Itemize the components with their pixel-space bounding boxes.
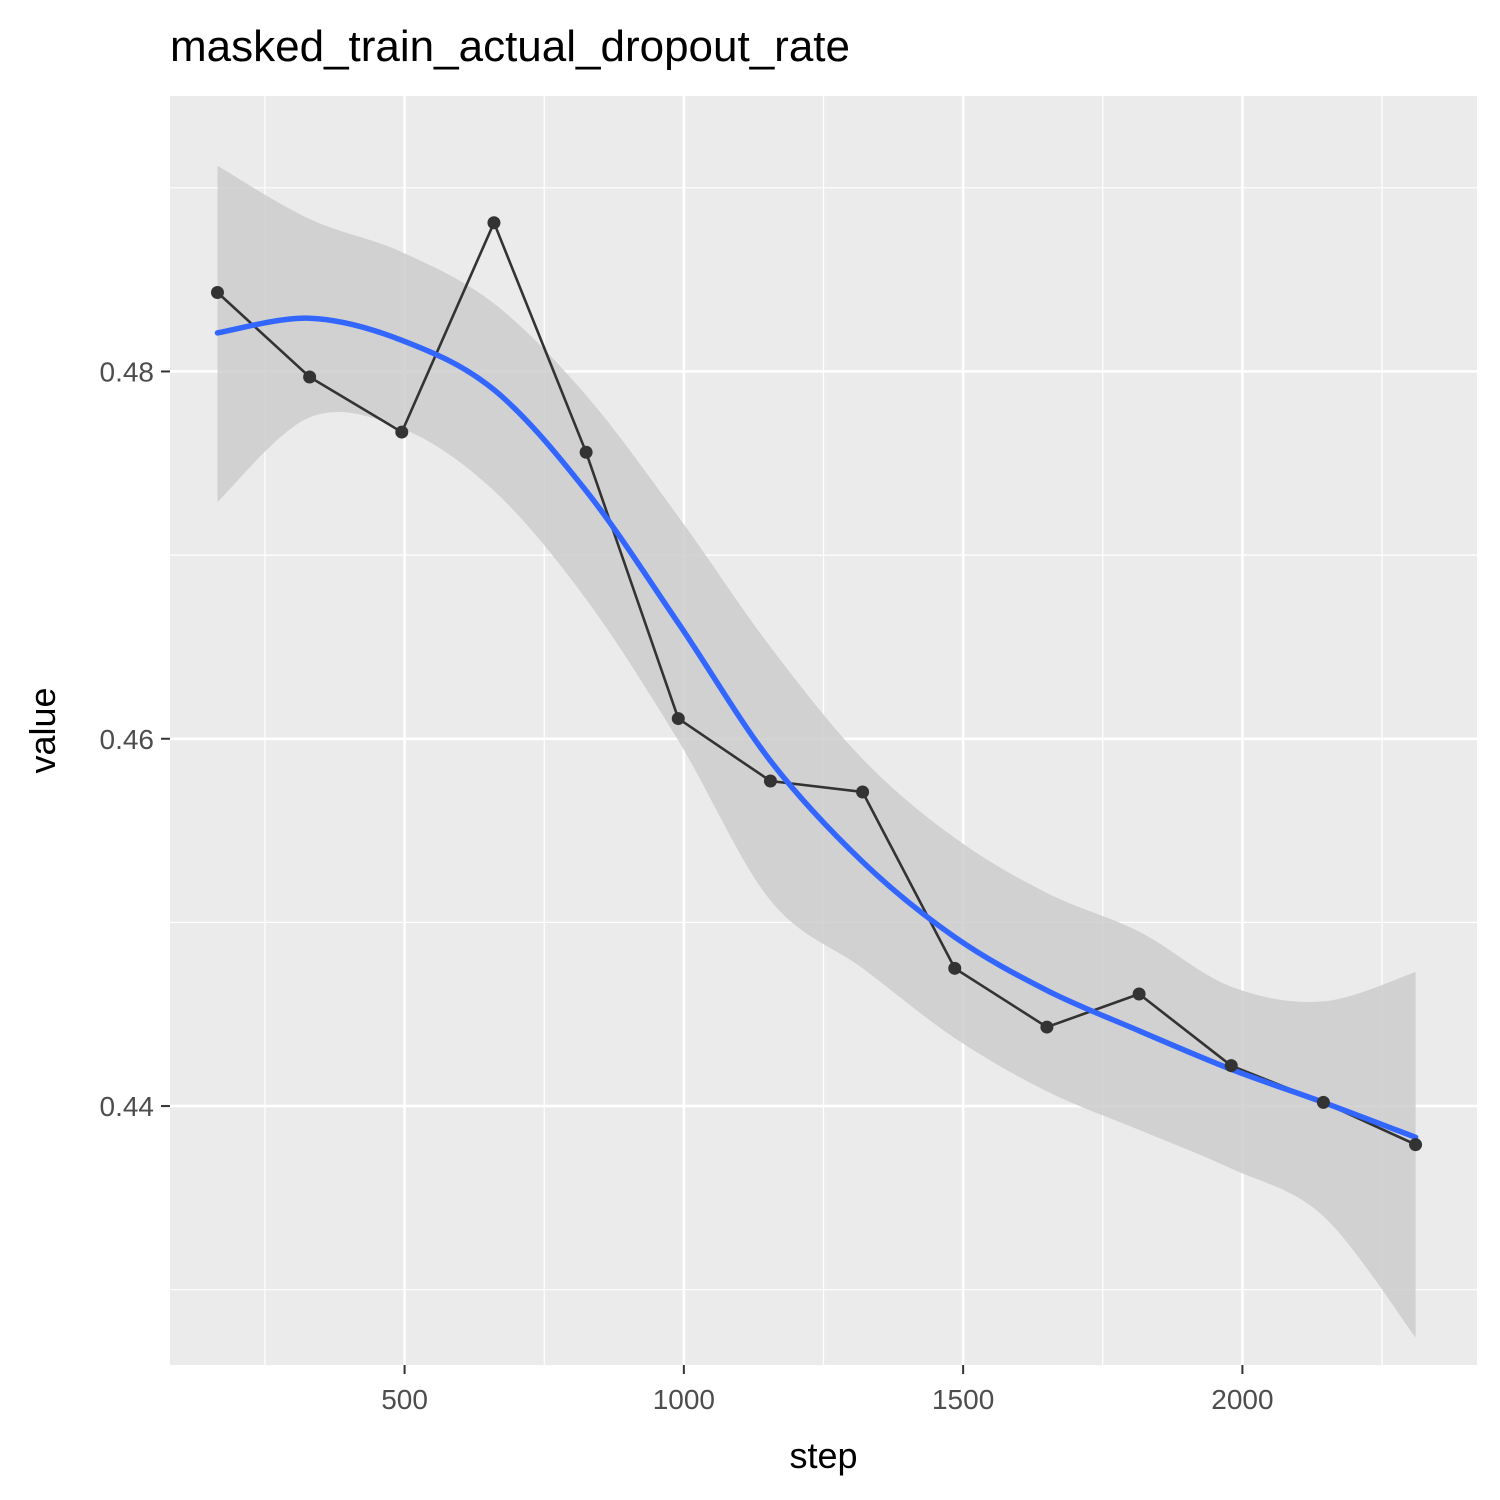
x-axis: 500 1000 1500 2000: [381, 1365, 1274, 1415]
data-point: [1040, 1020, 1054, 1034]
data-point: [856, 785, 870, 799]
y-tick-label: 0.48: [100, 356, 155, 387]
data-point: [763, 774, 777, 788]
y-axis-title: value: [22, 687, 63, 773]
y-tick-label: 0.46: [100, 724, 155, 755]
data-point: [210, 286, 224, 300]
data-points: [210, 216, 1423, 1152]
data-point: [1132, 987, 1146, 1001]
data-point: [395, 425, 409, 439]
data-point: [1409, 1138, 1423, 1152]
data-point: [1316, 1095, 1330, 1109]
y-tick-label: 0.44: [100, 1091, 155, 1122]
smooth-curve: [214, 315, 1419, 1141]
data-point: [579, 445, 593, 459]
chart-title: masked_train_actual_dropout_rate: [170, 22, 851, 71]
data-point: [1224, 1059, 1238, 1073]
smooth-line: [214, 315, 1419, 1141]
x-tick-label: 500: [381, 1384, 428, 1415]
data-point: [303, 370, 317, 384]
x-axis-title: step: [789, 1435, 857, 1476]
y-axis: 0.44 0.46 0.48: [100, 356, 170, 1122]
data-point: [948, 961, 962, 975]
data-point: [487, 216, 501, 230]
data-point: [671, 712, 685, 726]
confidence-band-area: [217, 165, 1416, 1338]
x-tick-label: 2000: [1211, 1384, 1273, 1415]
confidence-band: [217, 165, 1416, 1338]
x-tick-label: 1000: [653, 1384, 715, 1415]
series-line: [216, 219, 1417, 1146]
data-line: [216, 219, 1417, 1146]
x-tick-label: 1500: [932, 1384, 994, 1415]
